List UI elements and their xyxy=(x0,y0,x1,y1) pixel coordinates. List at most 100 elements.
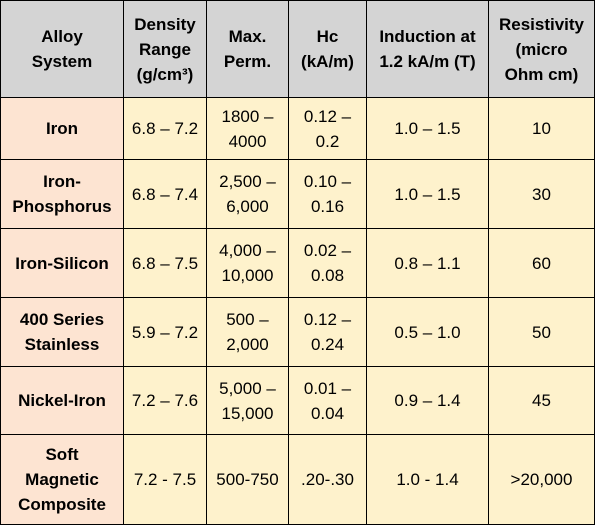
header-text: System xyxy=(31,52,93,71)
resistivity-value: >20,000 xyxy=(510,470,573,489)
resistivity-value: 30 xyxy=(532,184,551,204)
perm-value: 4,000 – xyxy=(219,241,276,260)
alloy-name-cell: Nickel-Iron xyxy=(0,366,124,435)
resistivity-cell: 30 xyxy=(488,159,595,229)
table-row: Iron-Silicon 6.8 – 7.5 4,000 – 10,000 0.… xyxy=(0,228,595,298)
density-value: 7.2 – 7.6 xyxy=(131,391,199,410)
hc-value: 0.24 xyxy=(310,335,345,354)
density-value: 5.9 – 7.2 xyxy=(131,322,199,342)
density-value: 6.8 – 7.5 xyxy=(131,253,199,273)
header-max-perm: Max. Perm. xyxy=(206,0,289,98)
table-row: 400 Series Stainless 5.9 – 7.2 500 – 2,0… xyxy=(0,297,595,367)
hc-value: 0.04 xyxy=(310,403,345,423)
resistivity-cell: 60 xyxy=(488,228,595,298)
induction-value: 1.0 - 1.4 xyxy=(396,470,459,489)
induction-cell: 0.8 – 1.1 xyxy=(366,228,489,298)
resistivity-cell: >20,000 xyxy=(488,434,595,525)
resistivity-value: 45 xyxy=(532,391,551,410)
header-alloy-system: Alloy System xyxy=(0,0,124,98)
header-text: Ohm cm) xyxy=(504,64,579,84)
alloy-name: Nickel-Iron xyxy=(18,391,106,410)
resistivity-value: 50 xyxy=(532,322,551,342)
perm-value: 1800 – xyxy=(221,106,274,126)
header-induction: Induction at 1.2 kA/m (T) xyxy=(366,0,489,98)
density-value: 7.2 - 7.5 xyxy=(133,470,197,489)
hc-value: 0.12 – xyxy=(303,310,352,329)
perm-value: 15,000 xyxy=(221,403,274,423)
induction-cell: 1.0 – 1.5 xyxy=(366,159,489,229)
table-row: Iron- Phosphorus 6.8 – 7.4 2,500 – 6,000… xyxy=(0,159,595,229)
alloy-name: Iron xyxy=(45,119,79,138)
density-cell: 7.2 - 7.5 xyxy=(123,434,207,525)
alloy-name-cell: Soft Magnetic Composite xyxy=(0,434,124,525)
header-text: Hc xyxy=(316,27,339,46)
header-density-range: Density Range (g/cm³) xyxy=(123,0,207,98)
resistivity-cell: 50 xyxy=(488,297,595,367)
alloy-name-cell: Iron-Silicon xyxy=(0,228,124,298)
perm-cell: 5,000 – 15,000 xyxy=(206,366,289,435)
hc-value: 0.02 – xyxy=(303,241,352,260)
header-hc: Hc (kA/m) xyxy=(288,0,367,98)
table-row: Nickel-Iron 7.2 – 7.6 5,000 – 15,000 0.0… xyxy=(0,366,595,435)
resistivity-cell: 45 xyxy=(488,366,595,435)
induction-cell: 0.9 – 1.4 xyxy=(366,366,489,435)
alloy-name: Stainless xyxy=(24,335,100,354)
alloy-name: Phosphorus xyxy=(12,197,112,216)
header-text: (kA/m) xyxy=(301,52,354,71)
alloy-name: Composite xyxy=(18,495,106,514)
hc-cell: .20-.30 xyxy=(288,434,367,525)
perm-cell: 2,500 – 6,000 xyxy=(206,159,289,229)
perm-value: 500-750 xyxy=(216,470,279,489)
hc-cell: 0.02 – 0.08 xyxy=(288,228,367,298)
perm-cell: 4,000 – 10,000 xyxy=(206,228,289,298)
alloy-name: Iron-Silicon xyxy=(15,253,109,273)
header-text: Induction at xyxy=(379,27,476,46)
perm-cell: 500-750 xyxy=(206,434,289,525)
density-value: 6.8 – 7.4 xyxy=(131,184,199,204)
hc-cell: 0.10 – 0.16 xyxy=(288,159,367,229)
resistivity-value: 60 xyxy=(532,253,551,273)
perm-value: 10,000 xyxy=(221,266,274,285)
density-cell: 5.9 – 7.2 xyxy=(123,297,207,367)
density-cell: 6.8 – 7.5 xyxy=(123,228,207,298)
hc-cell: 0.01 – 0.04 xyxy=(288,366,367,435)
hc-cell: 0.12 – 0.2 xyxy=(288,97,367,160)
induction-cell: 1.0 – 1.5 xyxy=(366,97,489,160)
table-row: Soft Magnetic Composite 7.2 - 7.5 500-75… xyxy=(0,434,595,525)
alloy-name-cell: Iron xyxy=(0,97,124,160)
header-text: (g/cm³) xyxy=(136,64,194,84)
perm-cell: 500 – 2,000 xyxy=(206,297,289,367)
header-text: 1.2 kA/m (T) xyxy=(379,52,476,71)
header-text: Alloy xyxy=(41,27,83,46)
perm-value: 2,500 – xyxy=(219,172,276,191)
hc-value: 0.2 xyxy=(315,131,340,151)
density-value: 6.8 – 7.2 xyxy=(131,119,199,138)
perm-value: 6,000 xyxy=(226,197,269,216)
hc-value: 0.10 – xyxy=(303,172,352,191)
induction-value: 0.8 – 1.1 xyxy=(394,253,461,273)
header-row: Alloy System Density Range (g/cm³) Max. … xyxy=(0,0,595,98)
induction-value: 1.0 – 1.5 xyxy=(394,119,461,138)
header-text: Density xyxy=(134,14,196,34)
header-text: Resistivity xyxy=(498,14,585,34)
hc-value: 0.01 – xyxy=(303,378,352,398)
density-cell: 6.8 – 7.2 xyxy=(123,97,207,160)
header-text: Range xyxy=(139,39,191,59)
alloy-name-cell: 400 Series Stainless xyxy=(0,297,124,367)
induction-value: 0.5 – 1.0 xyxy=(394,322,461,342)
induction-value: 1.0 – 1.5 xyxy=(394,184,461,204)
hc-value: 0.12 – xyxy=(303,106,352,126)
header-resistivity: Resistivity (micro Ohm cm) xyxy=(488,0,595,98)
resistivity-cell: 10 xyxy=(488,97,595,160)
induction-value: 0.9 – 1.4 xyxy=(394,391,461,410)
alloy-name: Iron- xyxy=(43,172,81,191)
alloy-name: 400 Series xyxy=(19,310,105,329)
hc-cell: 0.12 – 0.24 xyxy=(288,297,367,367)
density-cell: 6.8 – 7.4 xyxy=(123,159,207,229)
alloy-name: Soft xyxy=(45,445,79,464)
header-text: Max. xyxy=(228,27,267,46)
density-cell: 7.2 – 7.6 xyxy=(123,366,207,435)
alloy-name: Magnetic xyxy=(25,470,99,489)
perm-value: 5,000 – xyxy=(219,378,276,398)
